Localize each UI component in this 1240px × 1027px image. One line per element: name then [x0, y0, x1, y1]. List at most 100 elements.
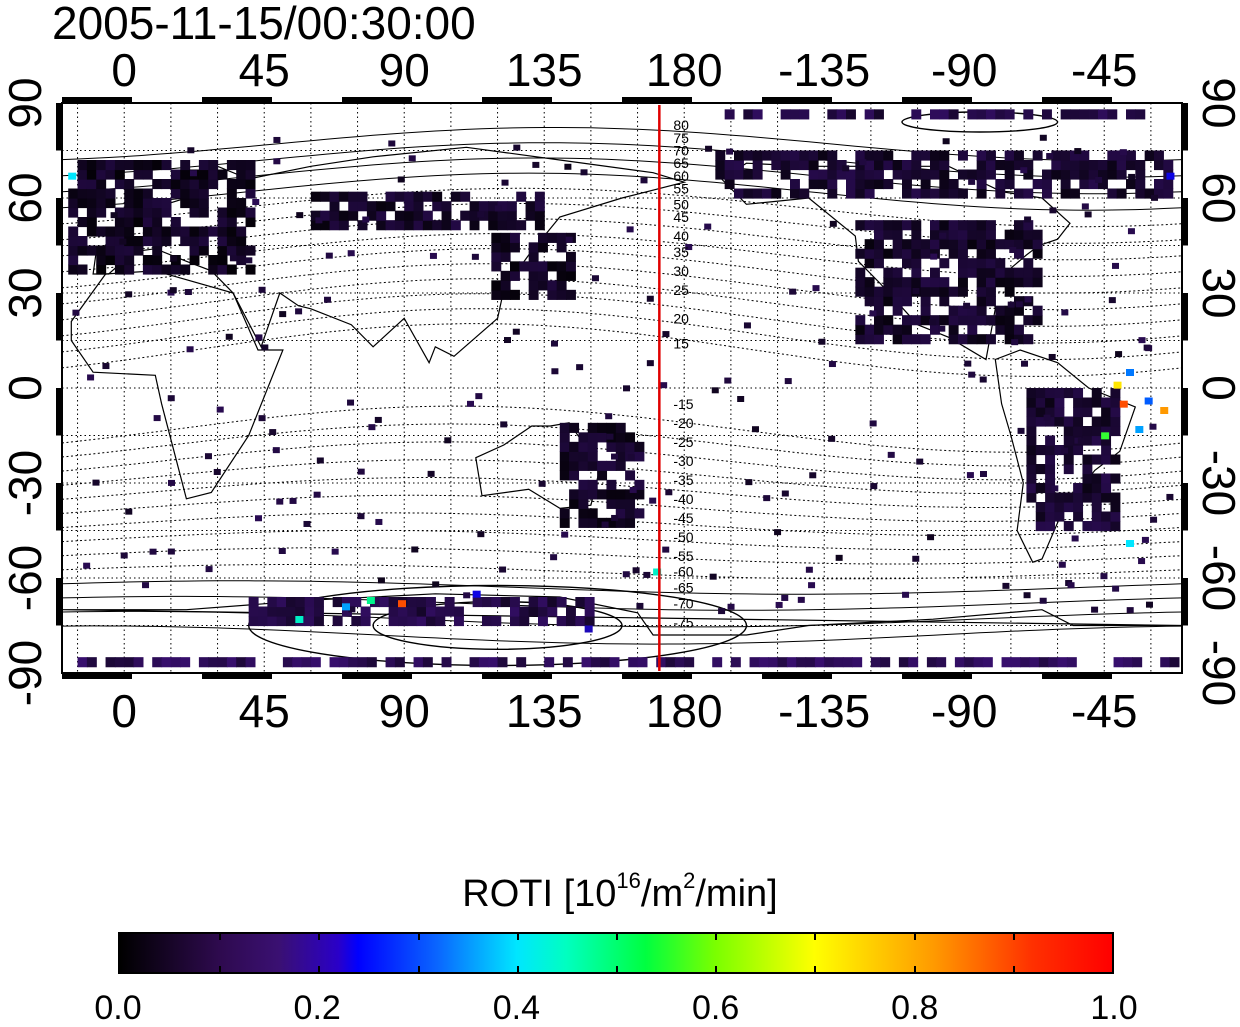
- roti-pixel: [874, 324, 884, 335]
- roti-pixel: [1126, 150, 1136, 161]
- roti-pixel: [1091, 426, 1102, 437]
- roti-pixel: [911, 277, 922, 288]
- roti-pixel: [911, 169, 922, 180]
- roti-pixel: [986, 267, 996, 278]
- roti-pixel: [578, 460, 589, 471]
- lon-label-top: 135: [506, 44, 583, 96]
- roti-pixel: [226, 657, 237, 668]
- roti-pixel: [737, 395, 745, 402]
- roti-pixel: [1091, 473, 1102, 484]
- roti-pixel: [615, 432, 626, 443]
- roti-pixel: [1051, 485, 1059, 492]
- roti-pixel: [986, 315, 996, 326]
- roti-hotspot: [1135, 426, 1144, 433]
- frame-bar-top: [342, 97, 412, 102]
- roti-pixel: [606, 422, 617, 433]
- roti-pixel: [142, 207, 153, 218]
- roti-pixel: [1026, 397, 1037, 408]
- roti-pixel: [198, 657, 209, 668]
- lon-label-top: -45: [1071, 44, 1137, 96]
- frame-bar-bottom: [482, 674, 552, 679]
- roti-pixel: [615, 489, 626, 500]
- colorbar-tick-label: 0.0: [94, 989, 142, 1027]
- roti-pixel: [1004, 150, 1015, 161]
- roti-pixel: [1082, 435, 1093, 446]
- roti-pixel: [254, 515, 262, 522]
- roti-pixel: [152, 226, 163, 237]
- roti-pixel: [892, 220, 903, 231]
- roti-pixel: [324, 296, 332, 303]
- roti-pixel: [684, 657, 695, 668]
- roti-pixel: [366, 201, 377, 212]
- roti-pixel: [1154, 150, 1164, 161]
- roti-pixel: [245, 188, 256, 199]
- roti-pixel: [958, 258, 968, 269]
- roti-pixel: [1128, 173, 1136, 180]
- roti-pixel: [1163, 188, 1174, 199]
- roti-pixel: [864, 179, 875, 190]
- roti-pixel: [864, 188, 875, 199]
- contour-label: 15: [673, 336, 689, 352]
- roti-pixel: [902, 286, 912, 297]
- roti-pixel: [874, 239, 884, 250]
- roti-pixel: [450, 191, 461, 202]
- roti-pixel: [1023, 239, 1034, 250]
- roti-pixel: [775, 601, 783, 608]
- roti-pixel: [609, 657, 620, 668]
- roti-pixel: [870, 483, 878, 490]
- roti-pixel: [1014, 160, 1024, 171]
- roti-pixel: [504, 337, 512, 344]
- roti-pixel: [958, 315, 968, 326]
- roti-pixel: [1063, 435, 1074, 446]
- roti-pixel: [377, 577, 385, 584]
- roti-pixel: [1026, 445, 1037, 456]
- roti-pixel: [986, 239, 996, 250]
- roti-pixel: [976, 188, 987, 199]
- roti-pixel: [1004, 160, 1015, 171]
- roti-pixel: [432, 191, 443, 202]
- roti-pixel: [575, 597, 586, 608]
- roti-hotspot: [68, 172, 77, 180]
- roti-pixel: [615, 441, 626, 452]
- roti-pixel: [161, 264, 172, 275]
- frame-bar-top: [902, 97, 972, 102]
- roti-pixel: [712, 657, 723, 668]
- contour-label: -55: [673, 548, 693, 564]
- roti-pixel: [491, 242, 502, 253]
- roti-pixel: [189, 255, 200, 266]
- roti-pixel: [855, 220, 866, 231]
- contour-label: 80: [673, 117, 689, 133]
- roti-pixel: [902, 324, 912, 335]
- roti-pixel: [204, 453, 212, 460]
- roti-pixel: [124, 226, 135, 237]
- roti-pixel: [124, 160, 135, 171]
- roti-pixel: [491, 280, 502, 291]
- roti-pixel: [967, 258, 978, 269]
- roti-pixel: [374, 416, 382, 423]
- roti-pixel: [930, 267, 940, 278]
- roti-pixel: [948, 179, 959, 190]
- roti-pixel: [152, 657, 163, 668]
- roti-pixel: [1004, 109, 1015, 120]
- roti-pixel: [413, 220, 424, 231]
- roti-pixel: [1004, 267, 1015, 278]
- roti-pixel: [86, 217, 97, 228]
- roti-pixel: [96, 169, 107, 180]
- roti-pixel: [77, 264, 88, 275]
- roti-pixel: [629, 486, 637, 493]
- roti-pixel: [478, 201, 489, 212]
- contour-label: 75: [673, 130, 689, 146]
- roti-pixel: [454, 616, 464, 627]
- roti-pixel: [133, 169, 144, 180]
- roti-pixel: [208, 657, 219, 668]
- roti-pixel: [519, 261, 530, 272]
- lat-label-left: 60: [0, 172, 51, 223]
- roti-pixel: [248, 616, 259, 627]
- roti-pixel: [1082, 521, 1093, 532]
- roti-pixel: [1023, 169, 1034, 180]
- roti-pixel: [780, 160, 791, 171]
- roti-pixel: [967, 267, 978, 278]
- roti-pixel: [584, 606, 595, 617]
- roti-pixel: [491, 597, 502, 608]
- frame-bar-right: [1183, 388, 1188, 436]
